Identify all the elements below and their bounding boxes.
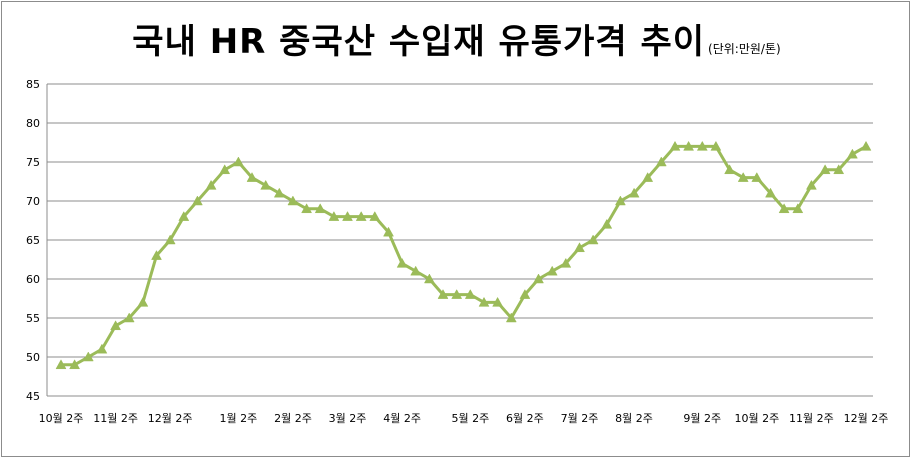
data-point-marker <box>232 156 244 167</box>
data-point-marker <box>833 164 845 175</box>
data-point-marker <box>451 289 463 299</box>
data-point-marker <box>492 296 504 307</box>
data-point-marker <box>860 140 872 151</box>
data-point-marker <box>737 172 749 182</box>
data-point-marker <box>696 140 708 151</box>
data-point-marker <box>396 257 408 268</box>
x-tick-label: 8월 2주 <box>615 412 653 425</box>
data-point-marker <box>191 195 203 206</box>
chart-unit: (단위:만원/톤) <box>708 42 781 56</box>
y-tick-label: 65 <box>26 234 40 247</box>
data-point-marker <box>478 296 490 307</box>
data-point-marker <box>437 289 449 299</box>
data-point-marker <box>260 179 272 190</box>
data-point-marker <box>505 312 517 323</box>
x-tick-label: 3월 2주 <box>329 412 367 425</box>
x-tick-label: 9월 2주 <box>683 412 721 425</box>
data-point-marker <box>82 351 94 362</box>
data-point-marker <box>178 211 190 221</box>
data-point-marker <box>546 265 558 276</box>
y-axis-ticks: 45 50 55 60 65 70 75 80 85 <box>26 78 40 403</box>
series-group <box>55 140 872 370</box>
x-tick-label: 5월 2주 <box>451 412 489 425</box>
data-point-marker <box>287 195 299 206</box>
data-point-marker <box>205 179 217 190</box>
data-point-marker <box>137 296 149 307</box>
data-point-marker <box>369 211 381 221</box>
data-point-marker <box>301 203 313 214</box>
data-point-marker <box>328 211 340 221</box>
data-point-marker <box>574 242 585 253</box>
grid-lines <box>46 83 873 397</box>
data-point-marker <box>246 172 258 182</box>
y-tick-label: 45 <box>26 390 40 403</box>
data-point-marker <box>614 195 626 206</box>
data-point-marker <box>765 187 776 198</box>
data-point-marker <box>601 218 613 229</box>
x-tick-label: 4월 2주 <box>383 412 421 425</box>
data-point-marker <box>710 140 722 151</box>
data-point-marker <box>519 289 531 299</box>
data-point-marker <box>410 265 422 276</box>
y-tick-label: 85 <box>26 78 40 91</box>
x-tick-label: 7월 2주 <box>561 412 599 425</box>
y-tick-label: 50 <box>26 351 40 364</box>
data-point-marker <box>69 359 81 370</box>
x-tick-label: 6월 2주 <box>506 412 544 425</box>
data-point-marker <box>355 211 367 221</box>
data-point-marker <box>164 234 176 245</box>
x-tick-label: 12월 2주 <box>148 412 193 425</box>
x-tick-label: 1월 2주 <box>220 412 258 425</box>
data-point-marker <box>724 164 736 175</box>
data-point-marker <box>464 289 476 299</box>
data-point-marker <box>683 140 695 151</box>
data-point-marker <box>560 257 572 268</box>
x-axis-ticks: 10월 2주 11월 2주 12월 2주 1월 2주 2월 2주 3월 2주 4월 2주 5월… <box>39 412 889 425</box>
data-point-marker <box>751 172 763 182</box>
data-point-marker <box>805 179 817 190</box>
data-point-marker <box>273 187 285 198</box>
data-point-marker <box>792 203 804 214</box>
data-point-marker <box>533 273 544 284</box>
data-point-marker <box>123 312 135 323</box>
chart-title-block: 국내 HR 중국산 수입재 유통가격 추이 (단위:만원/톤) <box>0 14 913 63</box>
data-point-marker <box>314 203 326 214</box>
x-tick-label: 12월 2주 <box>844 412 889 425</box>
x-tick-label: 11월 2주 <box>93 412 138 425</box>
x-tick-label: 2월 2주 <box>274 412 312 425</box>
y-tick-label: 55 <box>26 312 40 325</box>
x-tick-label: 11월 2주 <box>789 412 834 425</box>
data-point-marker <box>846 148 858 159</box>
data-point-marker <box>669 140 681 151</box>
data-point-marker <box>342 211 353 221</box>
chart-title: 국내 HR 중국산 수입재 유통가격 추이 <box>132 22 706 62</box>
data-point-marker <box>96 343 108 354</box>
y-tick-label: 75 <box>26 156 40 169</box>
data-point-marker <box>55 359 67 370</box>
data-point-marker <box>655 156 667 167</box>
y-tick-label: 80 <box>26 117 40 130</box>
x-tick-label: 10월 2주 <box>734 412 779 425</box>
data-point-marker <box>778 203 790 214</box>
y-tick-label: 70 <box>26 195 40 208</box>
data-point-marker <box>219 164 231 175</box>
data-point-marker <box>628 187 640 198</box>
data-point-marker <box>383 226 394 237</box>
data-point-marker <box>110 320 122 331</box>
x-tick-label: 10월 2주 <box>39 412 84 425</box>
data-point-marker <box>423 273 435 284</box>
data-point-marker <box>587 234 599 245</box>
data-point-marker <box>819 164 831 175</box>
data-point-marker <box>151 250 162 260</box>
data-point-marker <box>642 172 654 182</box>
y-tick-label: 60 <box>26 273 40 286</box>
